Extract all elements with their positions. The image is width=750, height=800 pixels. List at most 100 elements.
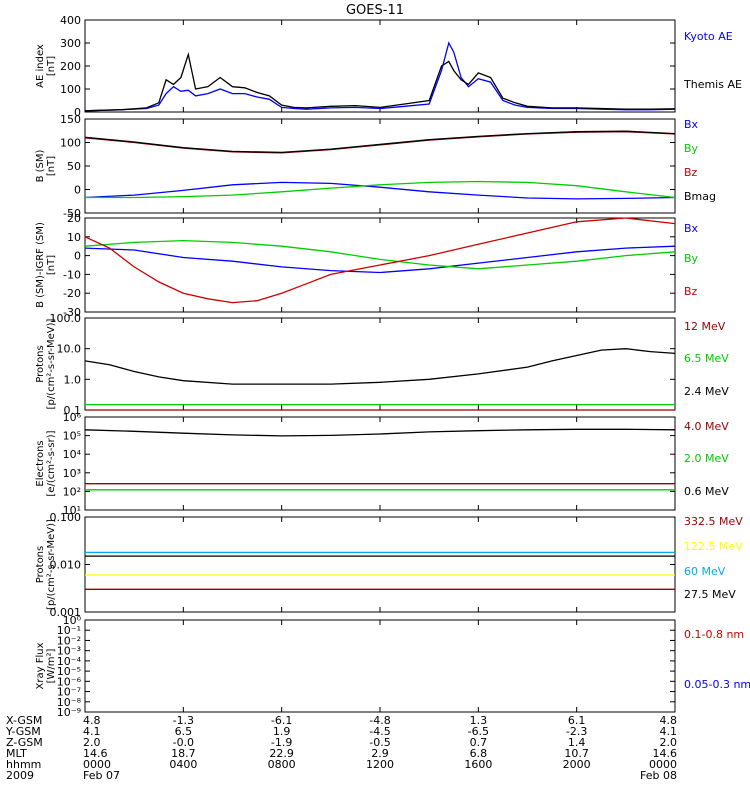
- y-axis-label: AE index[nT]: [35, 44, 57, 88]
- y-tick-label: 10: [67, 231, 81, 244]
- legend-entry: 332.5 MeV: [684, 515, 743, 528]
- legend-entry: By: [684, 142, 699, 155]
- orbit-value: 1200: [366, 758, 394, 771]
- orbit-value: 0.7: [470, 736, 488, 749]
- y-tick-label: 10.0: [57, 343, 82, 356]
- y-tick-label: 10⁻⁷: [57, 686, 81, 699]
- y-axis-label-line: [p/(cm²-s-sr-MeV)]: [46, 519, 57, 610]
- y-tick-label: 100: [60, 137, 81, 150]
- panel-b: -50 0 50 100 150 B (SM)[nT] Bx By Bz Bmag: [35, 113, 716, 220]
- orbit-row-label: hhmm: [6, 758, 41, 771]
- orbit-value: 1.3: [470, 714, 488, 727]
- y-tick-label: 10²: [63, 485, 81, 498]
- panel-bdiff: -30 -20 -10 0 10 20 B (SM)-IGRF (SM)[nT] Bx By Bz: [35, 212, 699, 319]
- y-tick-label: 50: [67, 160, 81, 173]
- legend-entry: 27.5 MeV: [684, 588, 736, 601]
- y-tick-label: 0.1: [64, 404, 82, 417]
- orbit-value: 1600: [464, 758, 492, 771]
- y-axis-label-line: [W/m²]: [46, 648, 57, 683]
- y-tick-label: 0.100: [50, 511, 82, 524]
- y-axis-label: Protons[p/(cm²-s-sr-MeV)]: [35, 519, 57, 610]
- legend-entry: Bmag: [684, 190, 716, 203]
- orbit-value: 0800: [268, 758, 296, 771]
- y-axis-label-line: [e/(cm²-s-sr)]: [46, 430, 57, 496]
- series-line-bz: [84, 217, 676, 304]
- y-axis-label-line: Protons: [35, 546, 46, 583]
- orbit-value: 4.1: [83, 725, 101, 738]
- y-tick-label: -20: [63, 287, 81, 300]
- legend-entry: 2.4 MeV: [684, 385, 729, 398]
- panel-protons: 0.11.010.0100.0Protons[p/(cm²-s-sr-MeV)]…: [35, 312, 729, 417]
- series-line-bx: [84, 245, 676, 274]
- legend-entry: Bz: [684, 166, 698, 179]
- y-axis-label: Xray Flux[W/m²]: [35, 642, 57, 689]
- orbit-value: Feb 08: [640, 769, 677, 782]
- legend-entry: 2.0 MeV: [684, 452, 729, 465]
- y-tick-label: 0: [74, 184, 81, 197]
- series-line-kyoto-ae: [84, 41, 676, 112]
- series-line-bx: [84, 181, 676, 200]
- y-axis-label-line: [nT]: [46, 255, 57, 275]
- orbit-value: 0400: [169, 758, 197, 771]
- legend-entry: 12 MeV: [684, 320, 726, 333]
- legend-entry: 4.0 MeV: [684, 420, 729, 433]
- legend-entry: 122.5 MeV: [684, 540, 743, 553]
- orbit-value: 1.9: [273, 725, 291, 738]
- y-axis-label-line: AE index: [35, 44, 46, 88]
- orbit-value: 6.1: [568, 714, 586, 727]
- y-tick-label: 20: [67, 212, 81, 225]
- orbit-value: 1.4: [568, 736, 586, 749]
- orbit-value: -1.9: [271, 736, 292, 749]
- y-tick-label: 10⁻⁹: [57, 706, 81, 719]
- y-tick-label: -30: [63, 306, 81, 319]
- y-tick-label: -10: [63, 268, 81, 281]
- y-tick-label: -50: [63, 207, 81, 220]
- y-tick-label: 10⁻⁵: [57, 665, 81, 678]
- y-axis-label-line: Electrons: [35, 440, 46, 486]
- panel-ae: 0 100 200 300 400 AE index[nT] Kyoto AE Themis …: [35, 14, 742, 119]
- y-tick-label: 10⁵: [63, 430, 81, 443]
- panel-hiprotons: 0.0010.0100.100Protons[p/(cm²-s-sr-MeV)]…: [35, 511, 743, 619]
- y-tick-label: 0.001: [50, 606, 82, 619]
- panel-frame: [84, 19, 676, 113]
- orbit-row-label: Z-GSM: [6, 736, 43, 749]
- y-tick-label: 10⁶: [63, 411, 82, 424]
- orbit-value: 14.6: [653, 747, 678, 760]
- y-tick-label: 10³: [63, 467, 81, 480]
- legend-entry: 0.05-0.3 nm: [684, 678, 750, 691]
- orbit-value: -0.5: [369, 736, 390, 749]
- series-line-0-6-mev: [84, 428, 676, 437]
- orbit-value: 4.1: [660, 725, 678, 738]
- y-axis-label-line: B (SM): [35, 149, 46, 182]
- legend-entry: 0.1-0.8 nm: [684, 628, 744, 641]
- legend-entry: 60 MeV: [684, 565, 726, 578]
- orbit-value: 6.8: [470, 747, 488, 760]
- legend-entry: Themis AE: [683, 78, 742, 91]
- y-tick-label: 0: [74, 106, 81, 119]
- series-line-bmag: [84, 130, 676, 154]
- y-tick-label: 1.0: [64, 373, 82, 386]
- orbit-value: 2.9: [371, 747, 389, 760]
- orbit-value: -2.3: [566, 725, 587, 738]
- orbit-value: 10.7: [564, 747, 589, 760]
- y-axis-label: B (SM)-IGRF (SM)[nT]: [35, 222, 57, 308]
- panel-frame: [84, 416, 676, 511]
- legend-entry: Bx: [684, 118, 699, 131]
- y-tick-label: 150: [60, 113, 81, 126]
- orbit-value: 4.8: [83, 714, 101, 727]
- orbit-value: 14.6: [83, 747, 108, 760]
- y-tick-label: 10⁻⁶: [57, 675, 82, 688]
- legend-entry: Bz: [684, 285, 698, 298]
- orbit-value: -6.1: [271, 714, 292, 727]
- y-tick-label: 200: [60, 60, 81, 73]
- y-axis-label: Protons[p/(cm²-s-sr-MeV)]: [35, 318, 57, 409]
- y-tick-label: 0.010: [50, 559, 82, 572]
- series-line-by: [84, 239, 676, 270]
- orbit-value: 18.7: [171, 747, 196, 760]
- series-line-themis-ae: [84, 51, 676, 112]
- orbit-value: -1.3: [173, 714, 194, 727]
- legend-entry: Kyoto AE: [684, 30, 733, 43]
- legend-entry: By: [684, 252, 699, 265]
